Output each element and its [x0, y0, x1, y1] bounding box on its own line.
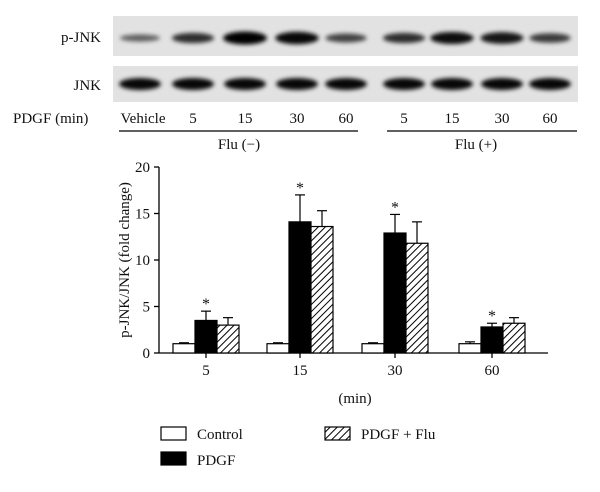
bar-pdgf-flu-15 [310, 225, 334, 354]
jnk-band [224, 78, 266, 90]
x-tick-label: 5 [202, 363, 210, 379]
lane-label: 15 [238, 111, 253, 127]
y-tick-label: 10 [135, 253, 150, 269]
treatment-label: PDGF (min) [13, 111, 88, 127]
jnk-band [431, 78, 473, 90]
legend-swatch-pdgf [160, 451, 187, 466]
bar-pdgf-30 [383, 232, 407, 354]
pjnk-band [480, 32, 524, 44]
lane-label: 5 [400, 111, 408, 127]
legend: Control PDGF PDGF + Flu [160, 426, 436, 469]
pjnk-band [171, 32, 215, 44]
y-ticks: 0 5 10 15 20 [135, 160, 159, 362]
pjnk-band [430, 31, 474, 45]
legend-label-control: Control [197, 427, 243, 443]
lane-label: 30 [290, 111, 305, 127]
lane-label: 30 [495, 111, 510, 127]
row-label-jnk: JNK [73, 78, 101, 94]
x-tick-label: 60 [485, 363, 500, 379]
bar-pdgf-5 [194, 319, 218, 354]
y-axis-label: p-JNK/JNK (fold change) [117, 182, 133, 338]
legend-label-pdgf-flu: PDGF + Flu [361, 427, 436, 443]
bar-control-15 [266, 343, 290, 354]
x-tick-label: 30 [388, 363, 403, 379]
bar-pdgf-flu-5 [216, 324, 240, 354]
significance-marker: * [391, 199, 399, 216]
y-tick-label: 5 [143, 300, 151, 316]
bar-pdgf-flu-30 [405, 242, 429, 354]
lane-label: Vehicle [121, 111, 166, 127]
pjnk-band [529, 33, 571, 43]
jnk-bands [119, 78, 571, 90]
x-tick-label: 15 [293, 363, 308, 379]
x-ticks: 5 15 30 60 [202, 353, 500, 379]
group-label-flu-minus: Flu (−) [218, 137, 260, 153]
jnk-band [172, 78, 214, 90]
bars: * * * * [172, 180, 526, 354]
bar-control-30 [361, 343, 385, 354]
pjnk-band [223, 31, 267, 45]
significance-marker: * [296, 180, 304, 197]
bar-control-60 [458, 343, 482, 354]
row-label-pjnk: p-JNK [61, 30, 101, 46]
pjnk-band [275, 31, 319, 45]
western-blot: p-JNK JNK PDGF (min) Vehicle 5 15 30 60 5 15 30… [13, 16, 578, 153]
jnk-band [119, 78, 161, 90]
bar-pdgf-60 [480, 326, 504, 354]
pjnk-band [325, 33, 367, 43]
significance-marker: * [488, 308, 496, 325]
significance-marker: * [202, 296, 210, 313]
legend-label-pdgf: PDGF [197, 453, 235, 469]
lane-label: 15 [445, 111, 460, 127]
x-axis-label: (min) [338, 391, 371, 407]
bar-pdgf-15 [288, 221, 312, 354]
jnk-band [276, 78, 318, 90]
bar-control-5 [172, 343, 196, 354]
pjnk-band [382, 32, 426, 44]
pjnk-band [119, 34, 161, 42]
jnk-band [325, 78, 367, 90]
y-tick-label: 0 [143, 346, 151, 362]
lane-label: 5 [189, 111, 197, 127]
y-tick-label: 15 [135, 207, 150, 223]
bar-chart: p-JNK/JNK (fold change) 0 5 10 15 20 5 15 30 60… [117, 160, 548, 407]
lane-label: 60 [339, 111, 354, 127]
y-tick-label: 20 [135, 160, 150, 176]
group-label-flu-plus: Flu (+) [455, 137, 497, 153]
legend-swatch-pdgf-flu [324, 426, 351, 441]
lane-label: 60 [543, 111, 558, 127]
legend-swatch-control [160, 426, 187, 441]
jnk-band [481, 78, 523, 90]
jnk-band [383, 78, 425, 90]
lane-labels: Vehicle 5 15 30 60 5 15 30 60 [121, 111, 558, 127]
jnk-band [529, 78, 571, 90]
bar-pdgf-flu-60 [502, 322, 526, 354]
pjnk-bands [119, 31, 571, 45]
